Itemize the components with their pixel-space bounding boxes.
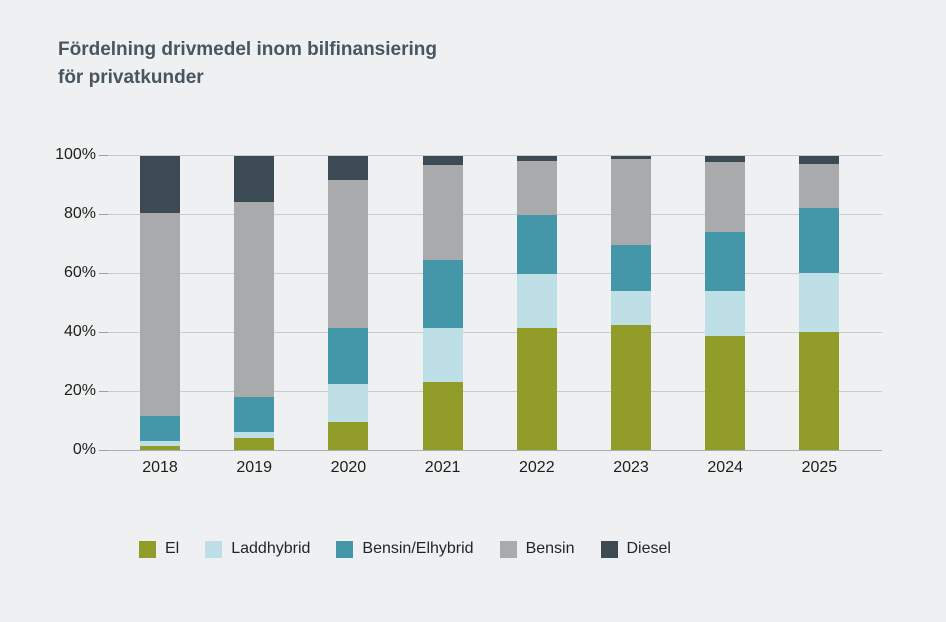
bar-segment-2021-laddhybrid [422,327,463,383]
gridline [108,332,882,333]
y-axis-tick [99,332,108,333]
x-axis-label: 2025 [801,459,838,476]
y-axis-label: 100% [55,146,96,163]
legend-item-bensin-elhybrid: Bensin/Elhybrid [336,540,474,558]
bar-segment-2025-laddhybrid [799,273,840,332]
bar-segment-2019-bensin [234,202,275,397]
bar-segment-2023-bensin-elhybrid [611,244,651,291]
bar-segment-2025-bensin [799,163,840,209]
bar-2023 [611,155,651,450]
y-axis-label: 0% [72,441,96,458]
bar-segment-2019-el [234,438,275,450]
bar-segment-2023-bensin [611,159,651,245]
bar-segment-2022-bensin-elhybrid [516,215,557,275]
x-axis-label: 2019 [236,459,272,476]
bar-segment-2020-bensin-elhybrid [328,327,369,384]
legend-item-diesel: Diesel [600,540,671,558]
legend-label: Bensin/Elhybrid [362,540,474,557]
bar-segment-2025-diesel [799,155,840,164]
legend-item-bensin: Bensin [499,540,575,558]
bar-segment-2019-bensin-elhybrid [234,396,275,433]
legend-label: Bensin [525,540,575,557]
x-axis-label: 2020 [330,459,367,476]
legend-label: Laddhybrid [231,540,311,557]
bar-segment-2022-bensin [516,160,557,216]
y-axis-tick [99,391,108,392]
x-axis-label: 2018 [142,459,178,476]
legend-label: Diesel [626,540,671,557]
chart-title-line2: för privatkunder [58,67,204,88]
bar-2021 [422,155,463,450]
bar-segment-2018-laddhybrid [140,441,180,446]
bar-segment-2019-diesel [234,155,275,203]
gridline [108,273,882,274]
x-axis-label: 2022 [519,459,555,476]
bar-segment-2023-laddhybrid [611,290,651,325]
y-axis-tick [99,214,108,215]
y-axis-tick [99,273,108,274]
bar-2018 [140,155,180,450]
legend-item-laddhybrid: Laddhybrid [205,540,310,558]
x-axis-label: 2023 [613,459,649,476]
bar-2022 [516,155,557,450]
gridline [108,214,882,215]
bar-segment-2020-laddhybrid [328,383,369,422]
legend-item-el: El [139,540,179,558]
legend-swatch-icon [600,540,618,558]
bar-segment-2018-bensin-elhybrid [140,416,180,442]
chart-title-line1: Fördelning drivmedel inom bilfinansierin… [58,39,437,60]
bar-segment-2020-bensin [328,180,369,328]
gridline [108,391,882,392]
bar-segment-2018-diesel [140,155,180,213]
bar-2019 [234,155,275,450]
gridline [108,450,882,451]
y-axis-label: 80% [63,205,96,222]
bar-segment-2018-bensin [140,212,180,417]
bar-segment-2021-diesel [422,155,463,166]
bar-segment-2025-bensin-elhybrid [799,208,840,273]
bar-segment-2024-diesel [705,155,746,163]
y-axis-tick [99,450,108,451]
y-axis-label: 40% [63,323,96,340]
legend-swatch-icon [139,540,156,558]
bar-segment-2022-laddhybrid [516,274,557,328]
bar-segment-2024-bensin [705,162,746,232]
bar-segment-2024-bensin-elhybrid [705,231,746,291]
bar-segment-2019-laddhybrid [234,432,275,439]
bar-segment-2020-el [328,421,369,450]
bar-2020 [328,155,369,450]
bar-2024 [705,155,746,450]
bar-segment-2021-bensin-elhybrid [422,259,463,328]
bar-segment-2021-el [422,382,463,450]
legend-swatch-icon [205,540,223,558]
bar-2025 [799,155,840,450]
bar-segment-2022-el [516,327,557,450]
legend-label: El [165,540,180,557]
bar-segment-2021-bensin [422,165,463,260]
legend-swatch-icon [499,540,517,558]
bar-segment-2025-el [799,332,840,450]
legend-swatch-icon [336,540,354,558]
bar-segment-2022-diesel [516,155,557,161]
bar-segment-2020-diesel [328,155,369,181]
bar-segment-2024-el [705,336,746,450]
chart-title: Fördelning drivmedel inom bilfinansierin… [58,36,437,92]
bar-segment-2023-diesel [611,155,651,160]
bar-segment-2023-el [611,324,651,450]
y-axis-tick [99,155,108,156]
x-axis-label: 2021 [424,459,461,476]
y-axis-label: 20% [63,382,96,399]
bar-segment-2018-el [140,445,180,450]
y-axis-label: 60% [63,264,96,281]
bar-segment-2024-laddhybrid [705,290,746,337]
gridline [108,155,882,156]
legend: El Laddhybrid Bensin/Elhybrid Bensin Diesel [139,540,671,558]
x-axis-label: 2024 [707,459,743,476]
